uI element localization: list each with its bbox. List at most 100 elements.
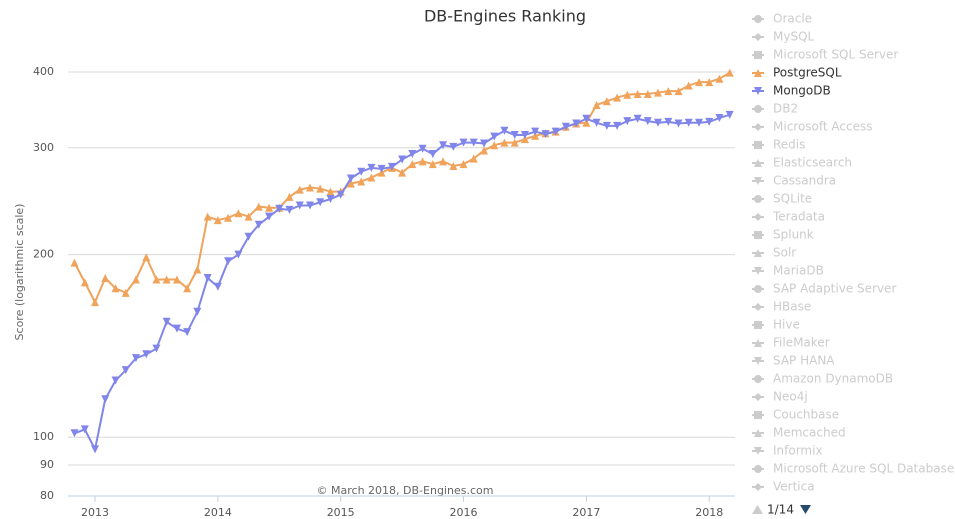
legend-marker[interactable] bbox=[754, 33, 762, 41]
legend-label[interactable]: Redis bbox=[773, 138, 805, 152]
credit: © March 2018, DB-Engines.com bbox=[317, 484, 494, 497]
legend-marker[interactable] bbox=[754, 393, 762, 401]
legend-marker[interactable] bbox=[754, 447, 762, 455]
legend-label[interactable]: Vertica bbox=[773, 480, 815, 494]
legend-marker[interactable] bbox=[754, 195, 762, 203]
legend-marker[interactable] bbox=[754, 321, 762, 329]
data-point bbox=[131, 275, 140, 284]
legend-marker[interactable] bbox=[754, 51, 762, 59]
legend-label[interactable]: Amazon DynamoDB bbox=[773, 372, 893, 386]
legend-marker[interactable] bbox=[754, 303, 762, 311]
data-point bbox=[295, 185, 304, 194]
y-tick-label: 200 bbox=[33, 248, 54, 261]
data-point bbox=[408, 150, 417, 159]
legend-label[interactable]: Microsoft SQL Server bbox=[773, 48, 898, 62]
data-point bbox=[316, 184, 325, 193]
legend-marker[interactable] bbox=[754, 123, 762, 131]
legend-label[interactable]: SAP HANA bbox=[773, 354, 835, 368]
legend-marker[interactable] bbox=[754, 159, 762, 167]
legend-marker[interactable] bbox=[754, 177, 762, 185]
data-point bbox=[613, 93, 622, 102]
data-point bbox=[490, 132, 499, 141]
legend-label[interactable]: Informix bbox=[773, 444, 823, 458]
legend-marker[interactable] bbox=[754, 249, 762, 257]
data-point bbox=[398, 155, 407, 164]
legend-marker[interactable] bbox=[754, 483, 762, 491]
legend-marker[interactable] bbox=[754, 105, 762, 113]
legend-marker[interactable] bbox=[754, 231, 762, 239]
legend-label[interactable]: Elasticsearch bbox=[773, 156, 852, 170]
data-point bbox=[183, 328, 192, 337]
data-point bbox=[408, 160, 417, 169]
data-point bbox=[162, 275, 171, 284]
legend-label[interactable]: Microsoft Access bbox=[773, 120, 873, 134]
data-point bbox=[684, 81, 693, 90]
legend-marker[interactable] bbox=[754, 357, 762, 365]
data-point bbox=[183, 284, 192, 293]
legend-label[interactable]: HBase bbox=[773, 300, 811, 314]
data-point bbox=[439, 157, 448, 166]
legend-marker[interactable] bbox=[754, 15, 762, 23]
y-tick-label: 100 bbox=[33, 430, 54, 443]
series-line bbox=[74, 113, 731, 453]
data-point bbox=[305, 201, 314, 210]
data-point bbox=[520, 130, 529, 139]
data-point bbox=[305, 183, 314, 192]
data-point bbox=[531, 131, 540, 140]
data-point bbox=[684, 118, 693, 127]
pager-up[interactable] bbox=[752, 505, 763, 514]
data-point bbox=[561, 122, 570, 131]
legend-label[interactable]: MySQL bbox=[773, 30, 815, 44]
legend-label[interactable]: Cassandra bbox=[773, 174, 836, 188]
data-point bbox=[101, 395, 110, 404]
legend-label[interactable]: MariaDB bbox=[773, 264, 824, 278]
legend-marker[interactable] bbox=[754, 141, 762, 149]
data-point bbox=[111, 376, 120, 385]
legend-marker[interactable] bbox=[754, 213, 762, 221]
data-point bbox=[193, 265, 202, 274]
pager-down[interactable] bbox=[800, 505, 811, 514]
legend-label[interactable]: Splunk bbox=[773, 228, 814, 242]
legend-label[interactable]: SAP Adaptive Server bbox=[773, 282, 896, 296]
legend-label[interactable]: MongoDB bbox=[773, 84, 831, 98]
data-point bbox=[152, 275, 161, 284]
legend-label[interactable]: Solr bbox=[773, 246, 796, 260]
data-point bbox=[357, 177, 366, 186]
legend-marker[interactable] bbox=[754, 411, 762, 419]
data-point bbox=[459, 160, 468, 169]
legend-label[interactable]: DB2 bbox=[773, 102, 798, 116]
legend-marker[interactable] bbox=[754, 375, 762, 383]
legend-marker[interactable] bbox=[754, 339, 762, 347]
legend-label[interactable]: Teradata bbox=[772, 210, 825, 224]
data-point bbox=[326, 195, 335, 204]
legend-label[interactable]: Neo4j bbox=[773, 390, 808, 404]
data-point bbox=[224, 257, 233, 266]
legend-label[interactable]: FileMaker bbox=[773, 336, 830, 350]
legend-marker[interactable] bbox=[754, 69, 762, 77]
legend-label[interactable]: Oracle bbox=[773, 12, 812, 26]
legend-label[interactable]: Memcached bbox=[773, 426, 846, 440]
data-point bbox=[213, 282, 222, 291]
legend-marker[interactable] bbox=[754, 267, 762, 275]
data-point bbox=[582, 114, 591, 123]
legend-label[interactable]: Microsoft Azure SQL Database bbox=[773, 462, 954, 476]
legend-label[interactable]: SQLite bbox=[773, 192, 812, 206]
data-point bbox=[336, 190, 345, 199]
data-point bbox=[653, 118, 662, 127]
legend-marker[interactable] bbox=[754, 285, 762, 293]
data-point bbox=[244, 232, 253, 241]
data-point bbox=[142, 253, 151, 262]
legend-marker[interactable] bbox=[754, 465, 762, 473]
legend-label[interactable]: PostgreSQL bbox=[773, 66, 842, 80]
legend-label[interactable]: Couchbase bbox=[773, 408, 839, 422]
legend-marker[interactable] bbox=[754, 87, 762, 95]
legend-label[interactable]: Hive bbox=[773, 318, 800, 332]
data-point bbox=[500, 126, 509, 135]
data-point bbox=[469, 154, 478, 163]
data-point bbox=[80, 425, 89, 434]
data-point bbox=[490, 141, 499, 150]
legend-marker[interactable] bbox=[754, 429, 762, 437]
y-tick-label: 90 bbox=[40, 458, 54, 471]
data-point bbox=[664, 87, 673, 96]
data-point bbox=[428, 160, 437, 169]
